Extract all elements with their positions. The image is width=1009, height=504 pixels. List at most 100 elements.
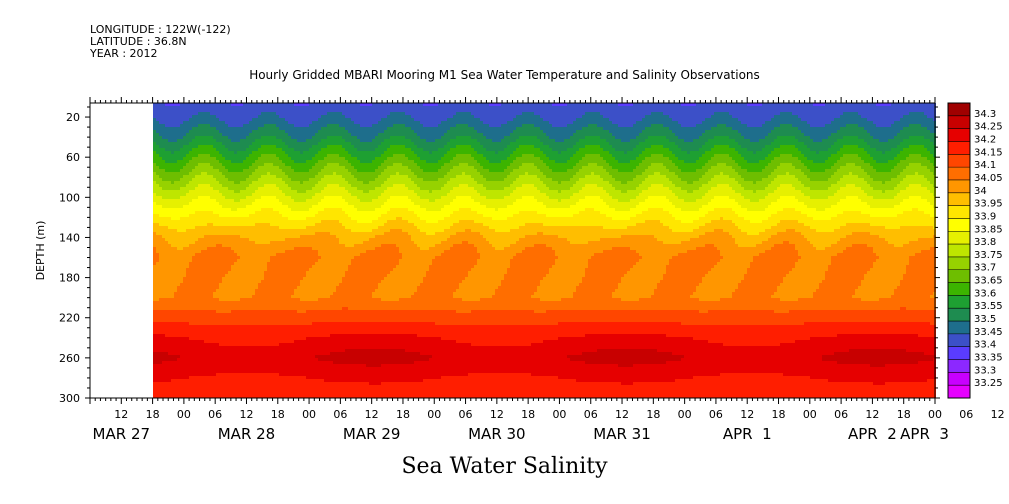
salinity-cell — [237, 217, 240, 220]
salinity-cell — [180, 118, 183, 121]
salinity-cell — [240, 298, 243, 301]
salinity-cell — [171, 115, 174, 118]
salinity-cell — [231, 205, 234, 208]
salinity-cell — [294, 115, 297, 118]
salinity-cell — [153, 385, 156, 388]
salinity-cell — [222, 142, 225, 145]
salinity-cell — [294, 241, 297, 244]
salinity-cell — [243, 346, 246, 349]
salinity-cell — [294, 307, 297, 310]
salinity-cell — [234, 274, 237, 277]
salinity-cell — [198, 370, 201, 373]
salinity-cell — [213, 238, 216, 241]
salinity-cell — [252, 148, 255, 151]
salinity-cell — [258, 208, 261, 211]
salinity-cell — [303, 121, 306, 124]
salinity-cell — [264, 223, 267, 226]
salinity-cell — [252, 277, 255, 280]
salinity-cell — [177, 241, 180, 244]
salinity-cell — [207, 313, 210, 316]
salinity-cell — [219, 334, 222, 337]
salinity-cell — [225, 184, 228, 187]
salinity-cell — [276, 340, 279, 343]
salinity-cell — [225, 325, 228, 328]
salinity-cell — [231, 271, 234, 274]
salinity-cell — [258, 361, 261, 364]
salinity-cell — [258, 244, 261, 247]
salinity-cell — [297, 112, 300, 115]
salinity-cell — [243, 256, 246, 259]
salinity-cell — [285, 313, 288, 316]
salinity-cell — [267, 187, 270, 190]
salinity-cell — [162, 253, 165, 256]
salinity-cell — [192, 166, 195, 169]
salinity-cell — [297, 301, 300, 304]
salinity-cell — [291, 352, 294, 355]
salinity-cell — [168, 121, 171, 124]
salinity-cell — [294, 385, 297, 388]
salinity-cell — [159, 376, 162, 379]
salinity-cell — [243, 313, 246, 316]
salinity-cell — [198, 241, 201, 244]
salinity-cell — [264, 295, 267, 298]
salinity-cell — [180, 304, 183, 307]
salinity-cell — [207, 160, 210, 163]
salinity-cell — [276, 103, 279, 106]
salinity-cell — [174, 151, 177, 154]
salinity-cell — [165, 391, 168, 394]
salinity-cell — [231, 382, 234, 385]
salinity-cell — [261, 292, 264, 295]
salinity-cell — [225, 307, 228, 310]
salinity-cell — [174, 385, 177, 388]
salinity-cell — [234, 265, 237, 268]
salinity-cell — [282, 115, 285, 118]
salinity-cell — [210, 337, 213, 340]
salinity-cell — [222, 163, 225, 166]
salinity-cell — [156, 370, 159, 373]
salinity-cell — [192, 292, 195, 295]
salinity-cell — [186, 133, 189, 136]
salinity-cell — [207, 328, 210, 331]
salinity-cell — [234, 181, 237, 184]
salinity-cell — [207, 205, 210, 208]
salinity-cell — [261, 253, 264, 256]
salinity-cell — [276, 298, 279, 301]
salinity-cell — [201, 340, 204, 343]
salinity-cell — [261, 115, 264, 118]
salinity-cell — [177, 106, 180, 109]
salinity-cell — [192, 382, 195, 385]
salinity-cell — [261, 385, 264, 388]
salinity-cell — [216, 157, 219, 160]
salinity-cell — [237, 247, 240, 250]
salinity-cell — [225, 388, 228, 391]
salinity-cell — [192, 235, 195, 238]
salinity-cell — [246, 259, 249, 262]
salinity-cell — [291, 178, 294, 181]
salinity-cell — [195, 235, 198, 238]
salinity-cell — [180, 367, 183, 370]
salinity-cell — [204, 190, 207, 193]
salinity-cell — [195, 199, 198, 202]
salinity-cell — [243, 208, 246, 211]
salinity-cell — [279, 142, 282, 145]
salinity-cell — [297, 292, 300, 295]
salinity-cell — [174, 118, 177, 121]
salinity-cell — [222, 103, 225, 106]
salinity-cell — [291, 394, 294, 397]
salinity-cell — [252, 319, 255, 322]
salinity-cell — [249, 310, 252, 313]
salinity-cell — [186, 103, 189, 106]
salinity-cell — [180, 109, 183, 112]
salinity-cell — [282, 247, 285, 250]
salinity-cell — [294, 193, 297, 196]
salinity-cell — [240, 394, 243, 397]
salinity-cell — [198, 211, 201, 214]
salinity-cell — [243, 148, 246, 151]
salinity-cell — [207, 277, 210, 280]
salinity-cell — [174, 280, 177, 283]
salinity-cell — [222, 220, 225, 223]
salinity-cell — [195, 139, 198, 142]
salinity-cell — [231, 175, 234, 178]
salinity-cell — [297, 124, 300, 127]
salinity-cell — [159, 274, 162, 277]
